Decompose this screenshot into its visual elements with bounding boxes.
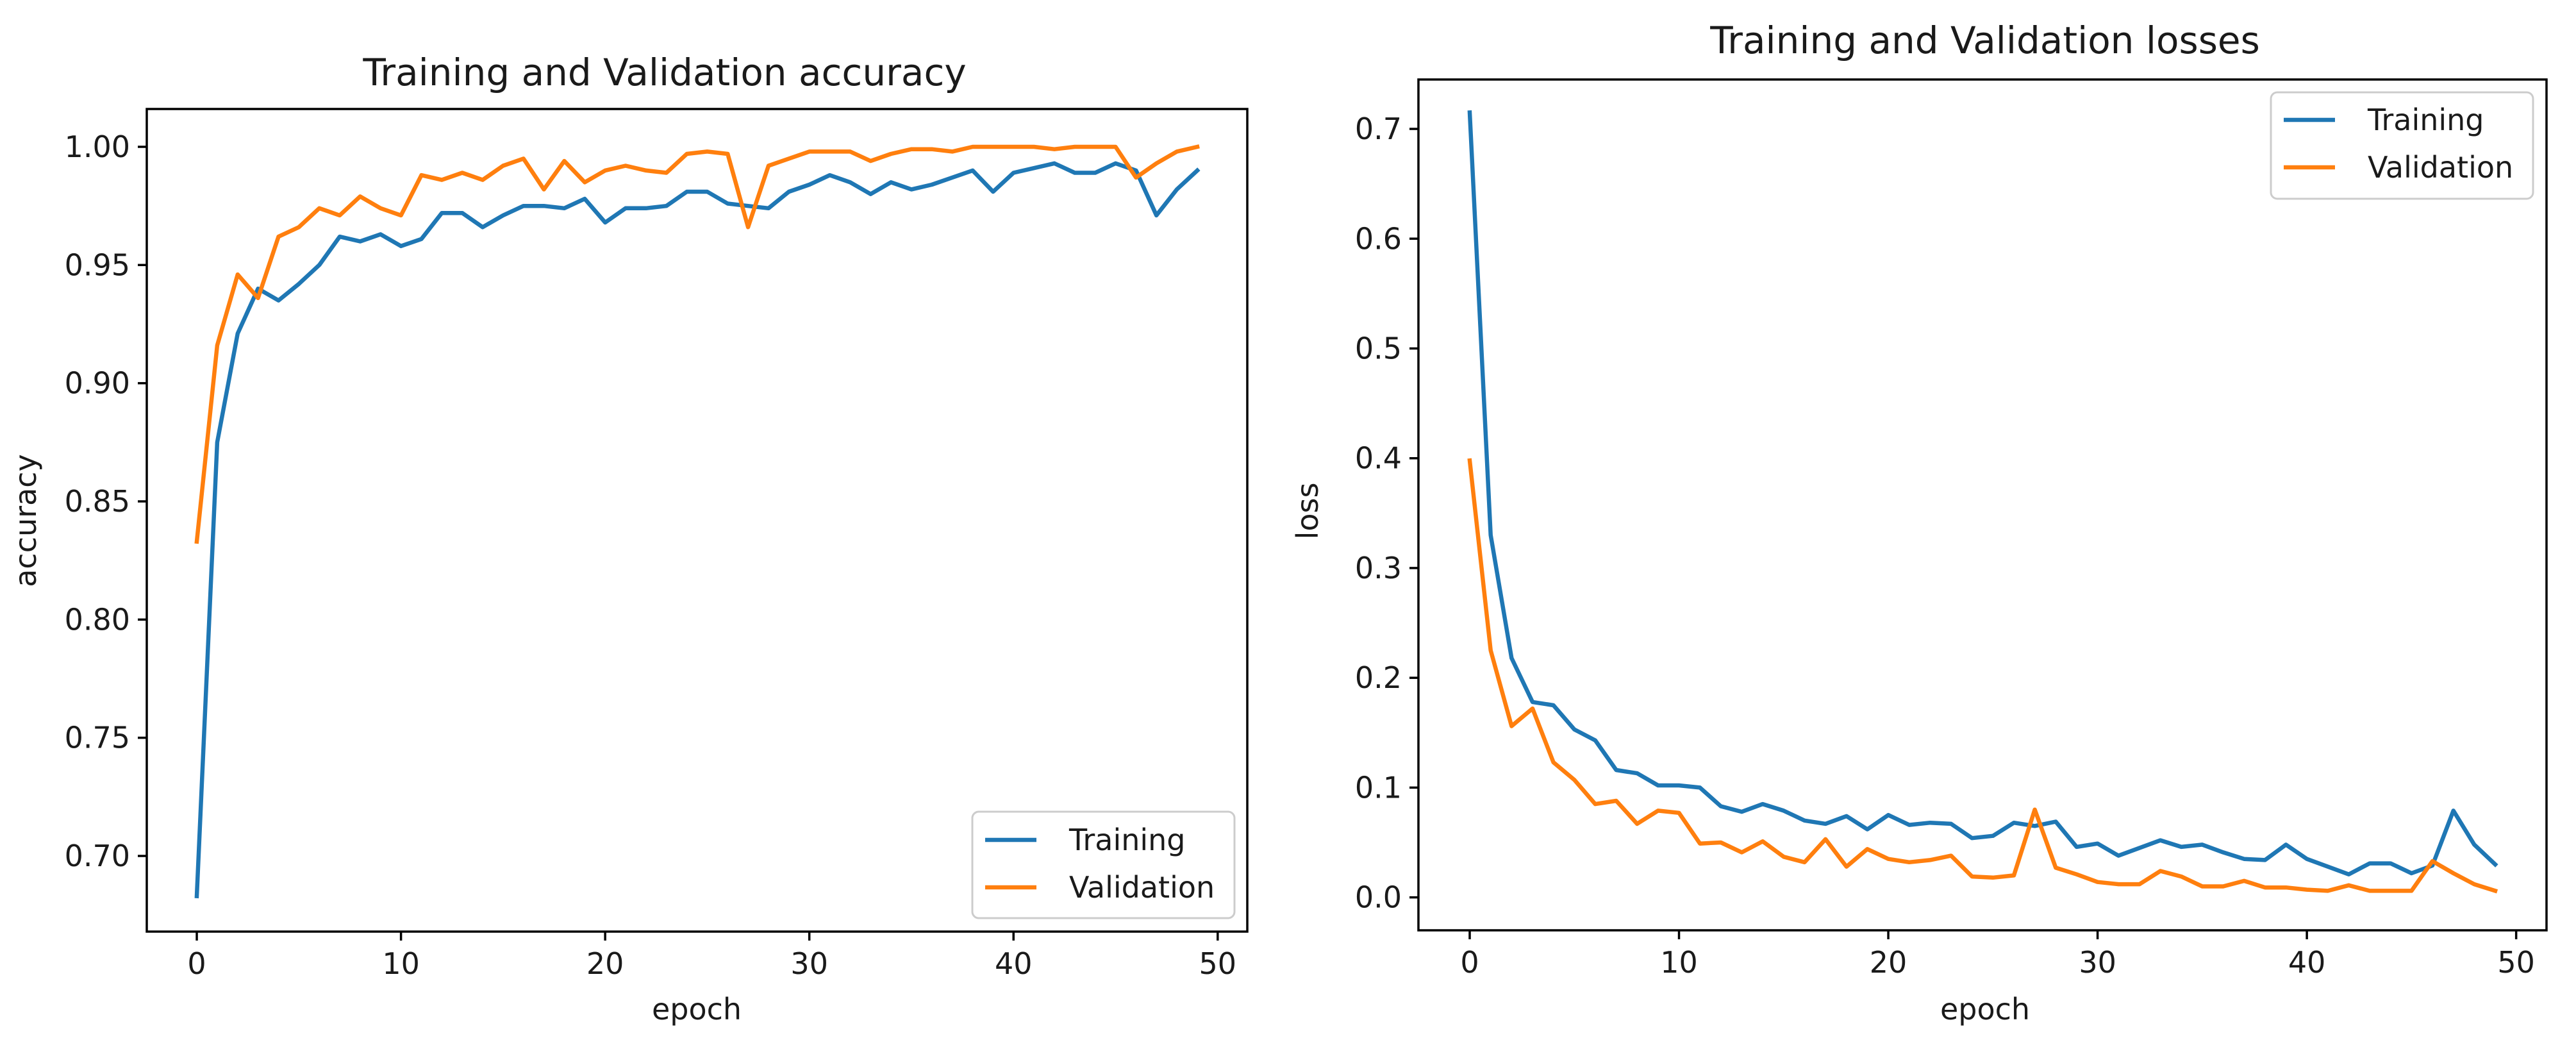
- accuracy-axes-frame: [145, 108, 1249, 933]
- loss-legend: Training Validation: [2270, 91, 2534, 200]
- loss-x-tick-label: 50: [2497, 945, 2535, 980]
- accuracy-x-tick-label: 0: [187, 946, 206, 981]
- accuracy-y-tick-label: 1.00: [65, 130, 130, 164]
- accuracy-y-tick-label: 0.70: [65, 839, 130, 873]
- accuracy-legend-validation-label: Validation: [1069, 870, 1215, 905]
- accuracy-legend-box: [971, 810, 1236, 919]
- accuracy-y-tick-label: 0.80: [65, 602, 130, 637]
- accuracy-y-tick-label: 0.85: [65, 484, 130, 519]
- loss-legend-box: [2270, 91, 2534, 200]
- accuracy-y-ticks: 0.70 0.75 0.80 0.85 0.90 0.95 1.00: [65, 130, 147, 873]
- loss-y-tick-label: 0.3: [1355, 551, 1402, 585]
- loss-x-ticks: 0 10 20 30 40 50: [1460, 930, 2535, 980]
- accuracy-plot-lines: [194, 144, 1201, 899]
- accuracy-x-tick-label: 50: [1199, 946, 1237, 981]
- accuracy-chart: Training and Validation accuracy 0 10 20 30…: [8, 51, 1249, 1026]
- loss-y-tick-label: 0.4: [1355, 441, 1402, 476]
- loss-x-tick-label: 20: [1870, 945, 1907, 980]
- accuracy-x-ticks: 0 10 20 30 40 50: [187, 932, 1236, 981]
- accuracy-chart-title: Training and Validation accuracy: [362, 51, 966, 94]
- loss-y-ticks: 0.0 0.1 0.2 0.3 0.4 0.5 0.6 0.7: [1355, 112, 1418, 915]
- accuracy-legend: Training Validation: [971, 810, 1236, 919]
- loss-y-tick-label: 0.7: [1355, 112, 1402, 146]
- accuracy-legend-training-label: Training: [1068, 823, 1186, 857]
- loss-y-tick-label: 0.5: [1355, 331, 1402, 366]
- accuracy-series-line-validation: [194, 144, 1200, 544]
- accuracy-y-axis-label: accuracy: [8, 454, 43, 587]
- accuracy-y-tick-label: 0.75: [65, 721, 130, 755]
- loss-y-tick-label: 0.1: [1355, 770, 1402, 805]
- loss-axes-frame: [1417, 78, 2548, 932]
- accuracy-x-tick-label: 30: [790, 946, 828, 981]
- accuracy-x-tick-label: 20: [586, 946, 624, 981]
- accuracy-x-axis-label: epoch: [652, 992, 742, 1026]
- loss-x-axis-label: epoch: [1940, 992, 2030, 1026]
- loss-series-line-validation: [1467, 458, 2498, 894]
- loss-x-tick-label: 30: [2079, 945, 2116, 980]
- accuracy-series-line-training: [194, 161, 1201, 899]
- loss-series-line-training: [1467, 110, 2498, 876]
- accuracy-x-tick-label: 10: [382, 946, 420, 981]
- accuracy-x-tick-label: 40: [995, 946, 1033, 981]
- loss-legend-validation-label: Validation: [2368, 150, 2513, 185]
- loss-legend-training-label: Training: [2367, 103, 2484, 137]
- loss-y-axis-label: loss: [1290, 483, 1325, 540]
- loss-x-tick-label: 10: [1660, 945, 1698, 980]
- accuracy-y-tick-label: 0.95: [65, 247, 130, 282]
- loss-chart: Training and Validation losses 0 10 20 30 40…: [1290, 19, 2548, 1026]
- loss-plot-lines: [1467, 110, 2498, 894]
- accuracy-y-tick-label: 0.90: [65, 366, 130, 401]
- loss-y-tick-label: 0.2: [1355, 660, 1402, 695]
- loss-chart-title: Training and Validation losses: [1709, 19, 2260, 62]
- loss-y-tick-label: 0.6: [1355, 221, 1402, 256]
- loss-x-tick-label: 40: [2288, 945, 2326, 980]
- loss-y-tick-label: 0.0: [1355, 880, 1402, 915]
- loss-x-tick-label: 0: [1460, 945, 1479, 980]
